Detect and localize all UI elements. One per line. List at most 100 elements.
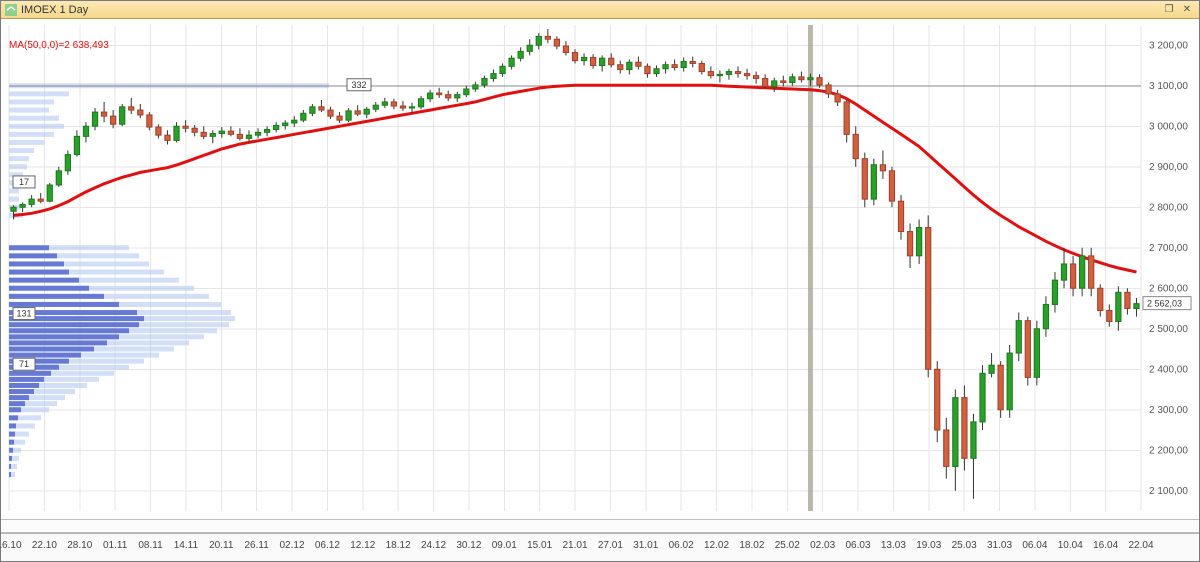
candle[interactable] [183, 120, 188, 132]
candle[interactable] [627, 59, 632, 74]
candle[interactable] [835, 90, 840, 106]
candle[interactable] [590, 54, 595, 69]
candle[interactable] [147, 112, 152, 130]
candle[interactable] [663, 61, 668, 73]
candle[interactable] [47, 183, 52, 202]
candle[interactable] [38, 193, 43, 203]
candle[interactable] [563, 41, 568, 55]
candle[interactable] [880, 151, 885, 179]
titlebar[interactable]: IMOEX 1 Day ❐ ✕ [1, 1, 1199, 19]
candle[interactable] [518, 47, 523, 61]
candle[interactable] [618, 61, 623, 74]
candle[interactable] [581, 53, 586, 65]
candle[interactable] [572, 49, 577, 63]
candle[interactable] [1070, 256, 1075, 297]
candle[interactable] [600, 55, 605, 71]
candle[interactable] [554, 36, 559, 49]
candle[interactable] [907, 223, 912, 268]
candle[interactable] [735, 66, 740, 77]
candle[interactable] [373, 102, 378, 112]
candle[interactable] [138, 104, 143, 118]
candle[interactable] [944, 418, 949, 479]
candle[interactable] [935, 361, 940, 442]
restore-button[interactable]: ❐ [1161, 3, 1177, 17]
candle[interactable] [826, 83, 831, 98]
candle[interactable] [889, 167, 894, 208]
candle[interactable] [337, 112, 342, 123]
close-button[interactable]: ✕ [1179, 3, 1195, 17]
candle[interactable] [962, 385, 967, 470]
candle[interactable] [92, 108, 97, 130]
candle[interactable] [328, 107, 333, 119]
candle[interactable] [1007, 345, 1012, 418]
candle[interactable] [763, 74, 768, 89]
candle[interactable] [545, 29, 550, 43]
candle[interactable] [382, 98, 387, 108]
candle[interactable] [799, 72, 804, 83]
candle[interactable] [672, 59, 677, 70]
candle[interactable] [699, 61, 704, 75]
candle[interactable] [862, 153, 867, 208]
candle[interactable] [364, 107, 369, 118]
candle[interactable] [781, 76, 786, 87]
candle[interactable] [237, 128, 242, 140]
candle[interactable] [219, 127, 224, 138]
candle[interactable] [319, 100, 324, 112]
candle[interactable] [56, 167, 61, 187]
candle[interactable] [609, 53, 614, 67]
candle[interactable] [400, 101, 405, 111]
candle[interactable] [654, 66, 659, 77]
candle[interactable] [1089, 248, 1094, 297]
candle[interactable] [283, 120, 288, 129]
candle[interactable] [971, 414, 976, 499]
candle[interactable] [310, 104, 315, 116]
candle[interactable] [1107, 304, 1112, 326]
candle[interactable] [953, 390, 958, 491]
candle[interactable] [871, 159, 876, 206]
candle[interactable] [998, 361, 1003, 418]
candle[interactable] [120, 104, 125, 126]
candle[interactable] [455, 92, 460, 102]
candle[interactable] [1116, 286, 1121, 331]
candle[interactable] [1134, 298, 1139, 317]
candle[interactable] [301, 110, 306, 122]
candle[interactable] [101, 102, 106, 122]
candle[interactable] [1016, 313, 1021, 362]
candle[interactable] [391, 99, 396, 110]
candle[interactable] [464, 86, 469, 97]
candle[interactable] [844, 100, 849, 143]
candle[interactable] [681, 57, 686, 71]
candle[interactable] [264, 126, 269, 136]
candle[interactable] [473, 82, 478, 92]
chart-area[interactable]: MA(50,0,0)=2 638,493 2 100,002 200,002 3… [1, 19, 1199, 513]
candle[interactable] [491, 70, 496, 82]
candle[interactable] [753, 72, 758, 84]
candle[interactable] [83, 122, 88, 142]
candle[interactable] [690, 57, 695, 68]
candle[interactable] [509, 55, 514, 69]
price-chart[interactable]: 2 100,002 200,002 300,002 400,002 500,00… [1, 19, 1199, 513]
candle[interactable] [174, 122, 179, 142]
candle[interactable] [989, 353, 994, 377]
candle[interactable] [926, 215, 931, 377]
candle[interactable] [917, 219, 922, 264]
candle[interactable] [210, 130, 215, 143]
candle[interactable] [898, 195, 903, 240]
candle[interactable] [228, 126, 233, 136]
candle[interactable] [1025, 317, 1030, 386]
candle[interactable] [129, 98, 134, 114]
candle[interactable] [427, 90, 432, 102]
candle[interactable] [790, 74, 795, 86]
candle[interactable] [274, 122, 279, 132]
candle[interactable] [446, 91, 451, 102]
candle[interactable] [1125, 288, 1130, 314]
candle[interactable] [708, 66, 713, 78]
candle[interactable] [980, 365, 985, 430]
candle[interactable] [65, 151, 70, 175]
candle[interactable] [536, 33, 541, 49]
candle[interactable] [636, 57, 641, 70]
candle[interactable] [74, 130, 79, 156]
candle[interactable] [1052, 272, 1057, 313]
candle[interactable] [165, 130, 170, 144]
candle[interactable] [1034, 321, 1039, 386]
